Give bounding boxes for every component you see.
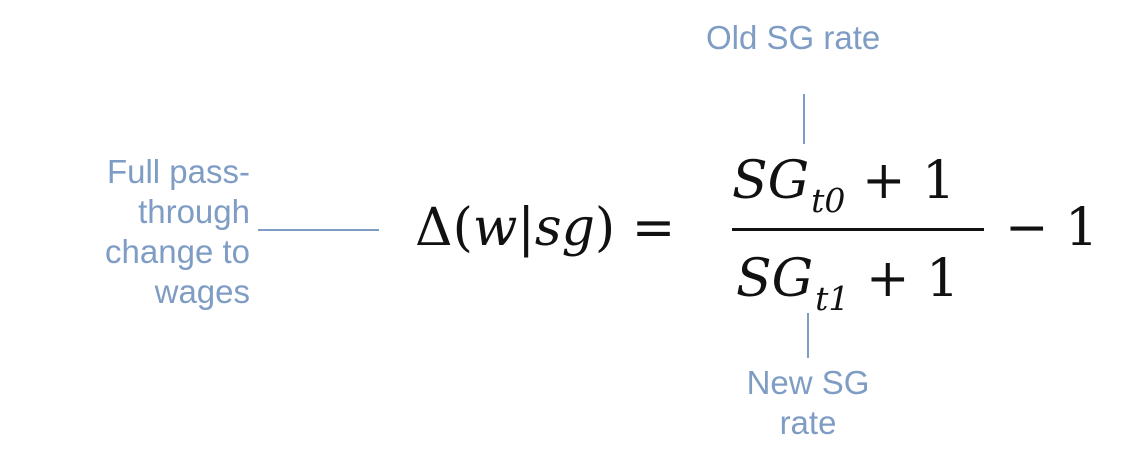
equals-sign: = — [615, 198, 676, 258]
full-pass-through-line-1: Full pass- — [106, 153, 250, 190]
full-pass-through-line-2: through — [138, 193, 250, 230]
fraction-denominator: SGt1 + 1 — [736, 248, 960, 318]
denominator-subscript: t1 — [815, 279, 850, 318]
equation-lhs: Δ(w|sg) = — [415, 196, 675, 260]
new-sg-rate-line-1: New SG — [746, 364, 870, 401]
new-sg-rate-line-2: rate — [779, 404, 837, 441]
lhs-variable-w: w — [472, 198, 518, 258]
denominator-sg: SG — [736, 249, 814, 309]
old-sg-rate-label: Old SG rate — [706, 19, 881, 56]
denominator-plus-one: + 1 — [849, 249, 960, 309]
lhs-open-paren: ( — [452, 198, 473, 258]
full-pass-through-line-4: wages — [154, 273, 250, 310]
full-pass-through-line-3: change to — [105, 233, 250, 270]
numerator-sg: SG — [732, 151, 810, 211]
fraction-bar — [732, 228, 984, 231]
lhs-close-paren: ) — [594, 198, 616, 258]
full-pass-through-connector — [258, 229, 379, 231]
new-sg-rate-connector — [807, 313, 809, 358]
numerator-subscript: t0 — [811, 181, 846, 220]
fraction-numerator: SGt0 + 1 — [732, 150, 956, 220]
full-pass-through-label: Full pass- through change to wages — [105, 152, 250, 312]
new-sg-rate-label: New SG rate — [735, 363, 881, 443]
old-sg-rate-connector — [803, 94, 805, 144]
numerator-plus-one: + 1 — [845, 151, 956, 211]
minus-one-term: − 1 — [1005, 198, 1099, 258]
delta-symbol: Δ — [415, 198, 453, 258]
lhs-variable-sg: sg — [534, 198, 595, 258]
lhs-conditional-bar: | — [517, 198, 535, 258]
